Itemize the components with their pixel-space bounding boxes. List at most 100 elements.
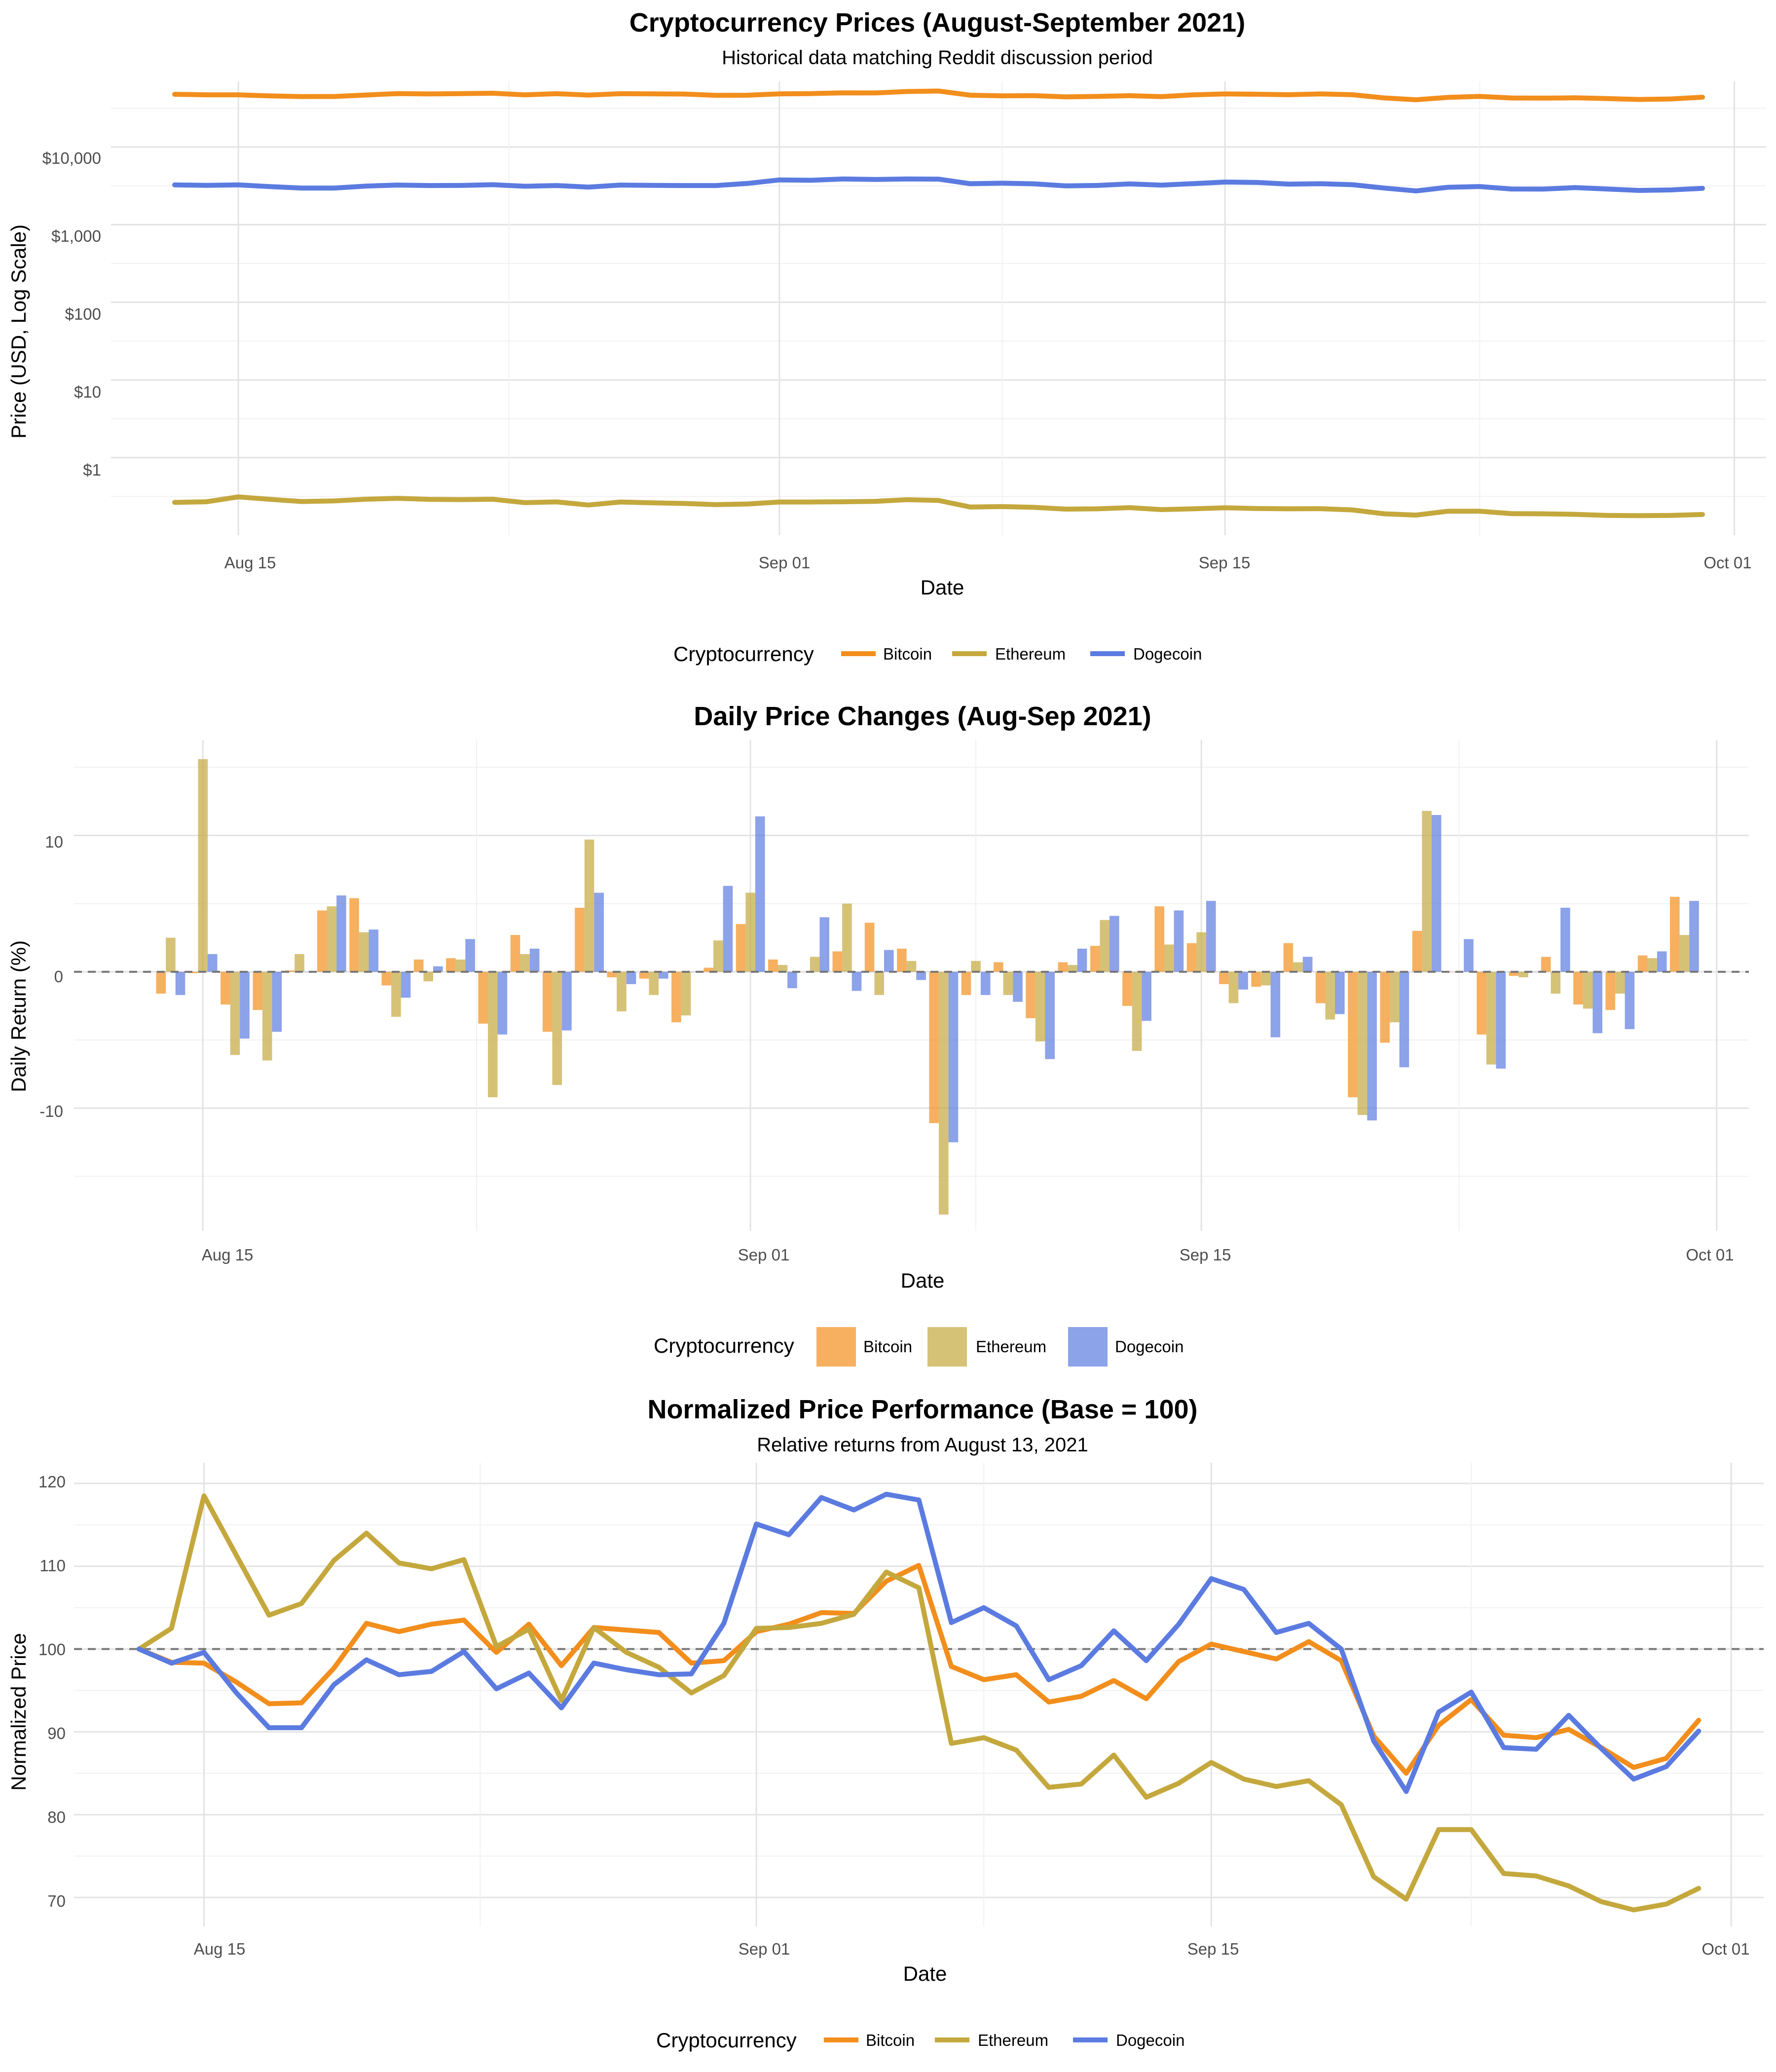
bar-ethereum (1390, 971, 1400, 1023)
bar-ethereum (971, 961, 981, 972)
bar-bitcoin (478, 971, 488, 1024)
bar-ethereum (488, 971, 498, 1098)
legend-label-dogecoin: Dogecoin (1116, 2031, 1184, 2049)
bar-ethereum (1035, 971, 1045, 1041)
bar-dogecoin (819, 917, 829, 972)
bar-dogecoin (884, 950, 894, 972)
bar-ethereum (777, 965, 788, 972)
bar-bitcoin (1251, 971, 1261, 987)
bar-dogecoin (1077, 948, 1087, 972)
panel-prices: Cryptocurrency Prices (August-September … (7, 8, 1766, 666)
bar-dogecoin (1399, 971, 1409, 1068)
bar-bitcoin (575, 908, 585, 972)
bar-dogecoin (723, 886, 733, 972)
bar-bitcoin (188, 971, 198, 973)
bar-bitcoin (1541, 957, 1551, 972)
bar-bitcoin (1477, 971, 1486, 1035)
legend-label-dogecoin: Dogecoin (1115, 1337, 1184, 1356)
y-tick-label: 0 (54, 967, 63, 986)
bar-ethereum (423, 971, 433, 982)
legend-label-bitcoin: Bitcoin (883, 645, 932, 663)
chart-subtitle: Historical data matching Reddit discussi… (722, 47, 1153, 69)
legend-title: Cryptocurrency (673, 642, 814, 666)
bar-bitcoin (607, 971, 617, 977)
y-tick-label: $100 (65, 305, 101, 323)
series-line-dogecoin (136, 1491, 1702, 1794)
x-tick-label: Sep 15 (1187, 1940, 1239, 1958)
y-axis-title: Daily Return (%) (7, 940, 30, 1092)
x-tick-label: Sep 15 (1180, 1246, 1231, 1264)
legend-label-bitcoin: Bitcoin (866, 2031, 915, 2049)
y-tick-labels: $1 $10 $100 $1,000 $10,000 (42, 149, 101, 479)
y-tick-label: 100 (38, 1640, 66, 1659)
series-lines (136, 1491, 1702, 1913)
legend-title: Cryptocurrency (654, 1334, 794, 1357)
bar-ethereum (295, 954, 304, 972)
bar-ethereum (1518, 971, 1528, 977)
bar-dogecoin (1367, 971, 1377, 1121)
bar-ethereum (1068, 965, 1077, 972)
y-tick-labels: 70 80 90 100 110 120 (38, 1473, 66, 1910)
bar-ethereum (1679, 935, 1690, 972)
bar-dogecoin (594, 892, 604, 972)
x-tick-labels: Aug 15 Sep 01 Sep 15 Oct 01 (202, 1246, 1734, 1264)
bar-ethereum (939, 971, 949, 1215)
bar-bitcoin (639, 971, 649, 979)
bar-bitcoin (1315, 971, 1326, 1003)
series-line-ethereum (172, 494, 1705, 518)
bar-ethereum (1615, 971, 1625, 994)
x-tick-labels: Aug 15 Sep 01 Sep 15 Oct 01 (194, 1940, 1750, 1958)
x-tick-label: Sep 01 (738, 1246, 790, 1264)
x-tick-label: Sep 15 (1199, 554, 1251, 572)
bar-dogecoin (1431, 815, 1442, 972)
panel-daily-returns: Daily Price Changes (Aug-Sep 2021) -10 0… (7, 702, 1749, 1367)
bar-bitcoin (864, 923, 875, 972)
x-axis-title: Date (921, 576, 964, 599)
bar-bitcoin (1219, 971, 1229, 984)
bar-bitcoin (1380, 971, 1390, 1043)
bar-dogecoin (1238, 971, 1248, 990)
bar-bitcoin (768, 960, 778, 972)
bar-bitcoin (253, 971, 262, 1010)
legend: Cryptocurrency Bitcoin Ethereum Dogecoin (654, 1327, 1184, 1367)
bar-ethereum (1100, 920, 1110, 972)
bar-ethereum (1164, 944, 1174, 972)
bar-bitcoin (1348, 971, 1358, 1098)
series-lines (172, 88, 1705, 518)
bar-dogecoin (272, 971, 282, 1032)
bar-dogecoin (1142, 971, 1151, 1021)
bar-dogecoin (1560, 908, 1570, 972)
bar-bitcoin (703, 967, 713, 972)
bar-bitcoin (1605, 971, 1616, 1010)
bar-dogecoin (851, 971, 862, 991)
y-tick-label: 80 (47, 1808, 66, 1826)
legend-label-bitcoin: Bitcoin (863, 1337, 912, 1356)
series-line-ethereum (136, 1493, 1702, 1913)
bar-bitcoin (1122, 971, 1132, 1006)
bar-dogecoin (1045, 971, 1055, 1059)
bar-ethereum (1132, 971, 1142, 1051)
x-axis-title: Date (903, 1962, 947, 1985)
bar-bitcoin (1090, 946, 1100, 972)
bar-bitcoin (1509, 971, 1519, 976)
legend-label-ethereum: Ethereum (976, 1337, 1046, 1356)
bar-bitcoin (1670, 896, 1680, 972)
x-tick-labels: Aug 15 Sep 01 Sep 15 Oct 01 (224, 554, 1752, 572)
bar-ethereum (649, 971, 659, 995)
bar-bitcoin (510, 935, 520, 972)
x-tick-label: Oct 01 (1686, 1246, 1734, 1264)
bar-ethereum (681, 971, 691, 1016)
gridlines (111, 81, 1766, 535)
x-tick-label: Sep 01 (739, 1940, 790, 1958)
bar-ethereum (1647, 958, 1657, 972)
x-tick-label: Aug 15 (224, 554, 276, 572)
y-tick-label: 120 (38, 1473, 66, 1491)
bar-dogecoin (401, 971, 411, 998)
bar-bitcoin (1186, 943, 1197, 972)
bar-bitcoin (413, 960, 424, 972)
bar-bitcoin (1573, 971, 1583, 1005)
bar-ethereum (1325, 971, 1335, 1020)
bar-bitcoin (285, 970, 295, 972)
bar-ethereum (1196, 932, 1206, 972)
